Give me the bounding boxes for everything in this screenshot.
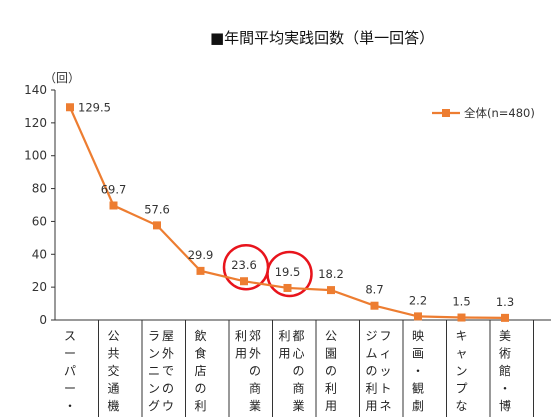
data-label: 1.5: [452, 295, 470, 309]
x-tick-label: 屋外でのウオ: [162, 329, 174, 417]
x-tick-label: スーパー・コ: [64, 329, 76, 417]
legend-label: 全体(n=480): [464, 106, 535, 120]
data-label: 18.2: [318, 267, 344, 281]
data-label: 19.5: [275, 265, 301, 279]
data-label: 2.2: [409, 293, 427, 307]
data-point: [283, 283, 292, 292]
chart-title: ■年間平均実践回数（単一回答）: [210, 29, 434, 47]
data-label: 23.6: [231, 258, 257, 272]
data-point: [327, 286, 335, 295]
y-tick-label: 60: [32, 214, 47, 228]
y-tick-label: 100: [24, 149, 47, 163]
data-label: 69.7: [101, 182, 127, 196]
data-point: [196, 266, 205, 275]
x-tick-label: 飲食店の利用: [194, 328, 206, 417]
highlight-circle: [266, 250, 313, 298]
x-tick-label: 都心の商業施: [292, 329, 304, 417]
data-point: [501, 313, 509, 322]
x-tick-label: 公園の利用: [325, 329, 337, 413]
x-tick-label: ランニング: [148, 329, 160, 413]
y-tick-label: 20: [32, 280, 47, 294]
data-point: [240, 277, 248, 286]
y-tick-label: 80: [32, 182, 47, 196]
y-axis: 0 20 40 60 80 100 120 140: [24, 83, 56, 327]
x-axis: スーパー・コ公共交通機関屋外でのウオランニング飲食店の利用郊外の商業施利用都心の…: [55, 319, 551, 417]
data-label: 1.3: [496, 295, 514, 309]
x-tick-label: 公共交通機関: [107, 329, 119, 417]
y-tick-label: 120: [24, 116, 47, 130]
data-label: 129.5: [78, 100, 111, 114]
x-tick-label: 美術館・博物: [499, 329, 511, 417]
data-point: [109, 201, 118, 210]
data-point: [153, 221, 161, 230]
legend-marker: [442, 109, 450, 117]
y-axis-unit: （回）: [44, 71, 80, 85]
data-point: [66, 103, 74, 112]
highlight-circles: [222, 243, 313, 298]
data-point: [457, 313, 466, 322]
data-label: 29.9: [188, 248, 214, 262]
x-tick-label: ジムの利用: [365, 329, 377, 413]
x-tick-label: 映画・観劇・: [412, 329, 424, 417]
x-tick-label: 利用: [278, 329, 290, 361]
x-tick-label: フィットネス: [379, 329, 391, 417]
series-layer: 129.5 69.7 57.6 29.9 23.6 19.5 18.2 8.7 2.2 1.5 1.…: [66, 100, 514, 322]
data-label: 57.6: [144, 202, 170, 216]
data-point: [414, 312, 422, 321]
legend: 全体(n=480): [432, 106, 535, 120]
y-tick-label: 40: [32, 247, 47, 261]
x-tick-label: 利用: [235, 329, 247, 361]
y-tick-label: 0: [39, 313, 47, 327]
y-tick-label: 140: [24, 83, 47, 97]
x-tick-label: キャンプなど: [455, 329, 467, 417]
data-point: [370, 301, 379, 310]
x-tick-label: 郊外の商業施: [249, 329, 261, 417]
data-label: 8.7: [365, 283, 383, 297]
